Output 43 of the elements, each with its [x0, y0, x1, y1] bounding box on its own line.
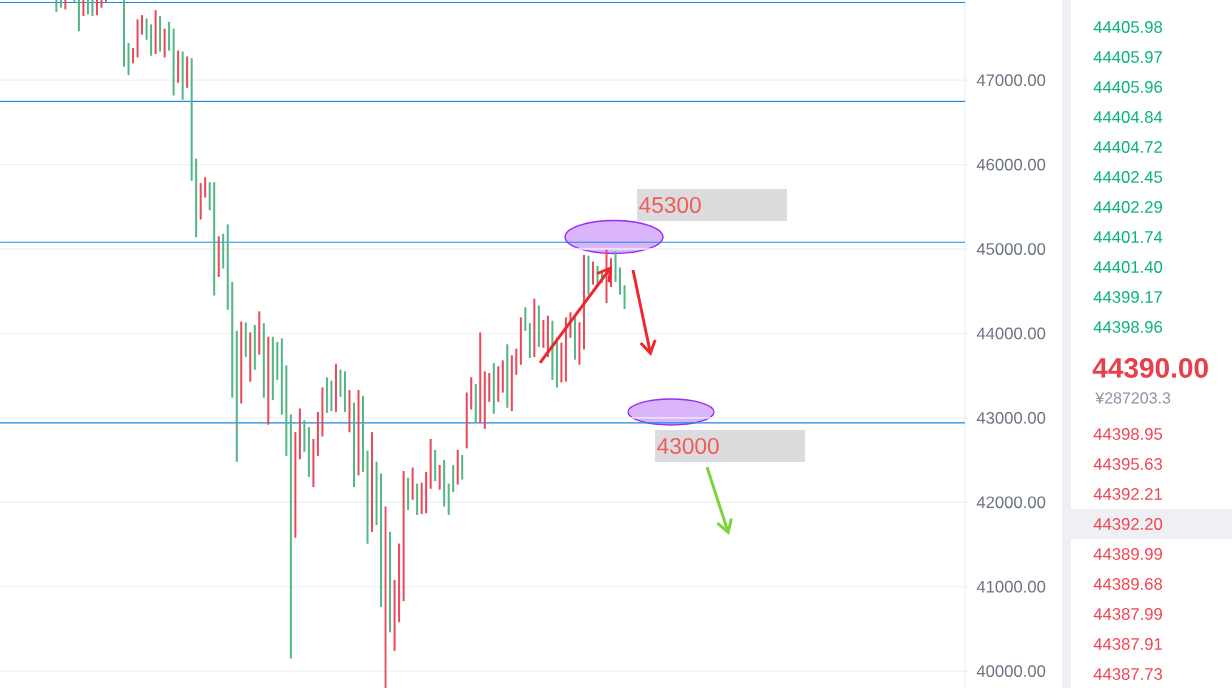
- y-tick-label: 45000.00: [976, 243, 1046, 255]
- candlestick: [123, 0, 126, 68]
- text: 44404.72: [1093, 141, 1162, 153]
- candlestick: [343, 371, 346, 413]
- candlestick: [591, 261, 594, 285]
- text: 44392.21: [1093, 488, 1162, 500]
- candlestick: [362, 395, 364, 473]
- y-tick-label: 43000.00: [976, 411, 1046, 424]
- text: 44387.91: [1093, 638, 1162, 650]
- text: 44401.74: [1093, 231, 1163, 243]
- annotation: 43000: [657, 437, 719, 455]
- y-tick-label: 46000.00: [976, 158, 1046, 171]
- text: 44390.00: [1092, 358, 1208, 378]
- text: 44399.17: [1093, 291, 1162, 303]
- candlestick: [371, 431, 374, 533]
- candlestick: [353, 402, 355, 488]
- y-tick-label: 44000.00: [976, 327, 1046, 340]
- text: 44402.45: [1093, 171, 1163, 183]
- y-tick-label: 41000.00: [976, 580, 1046, 593]
- y-tick-label: 42000.00: [976, 496, 1046, 509]
- text: 44392.20: [1093, 518, 1163, 530]
- text: 44402.29: [1093, 201, 1162, 213]
- y-tick-label: 40000.00: [976, 665, 1046, 677]
- text: 44387.73: [1093, 668, 1163, 680]
- text: 44405.98: [1093, 21, 1163, 33]
- text: 44404.84: [1093, 111, 1163, 123]
- text: 44387.99: [1093, 608, 1162, 620]
- candlestick: [141, 14, 144, 35]
- text: 44389.68: [1093, 578, 1163, 590]
- text: 44395.63: [1093, 458, 1163, 470]
- candlestick: [204, 176, 207, 198]
- y-tick-label: 47000.00: [976, 74, 1046, 87]
- text: 44389.99: [1093, 548, 1162, 560]
- candlestick: [623, 284, 626, 310]
- text: 44398.95: [1093, 428, 1163, 440]
- text: 44398.96: [1093, 321, 1163, 333]
- text: ¥287203.3: [1095, 392, 1171, 404]
- candlestick: [524, 306, 527, 332]
- text: 44401.40: [1093, 261, 1163, 273]
- annotation: 45300: [639, 196, 701, 214]
- text: 44405.97: [1093, 51, 1162, 63]
- candlestick: [104, 0, 107, 3]
- text: 44405.96: [1093, 81, 1163, 93]
